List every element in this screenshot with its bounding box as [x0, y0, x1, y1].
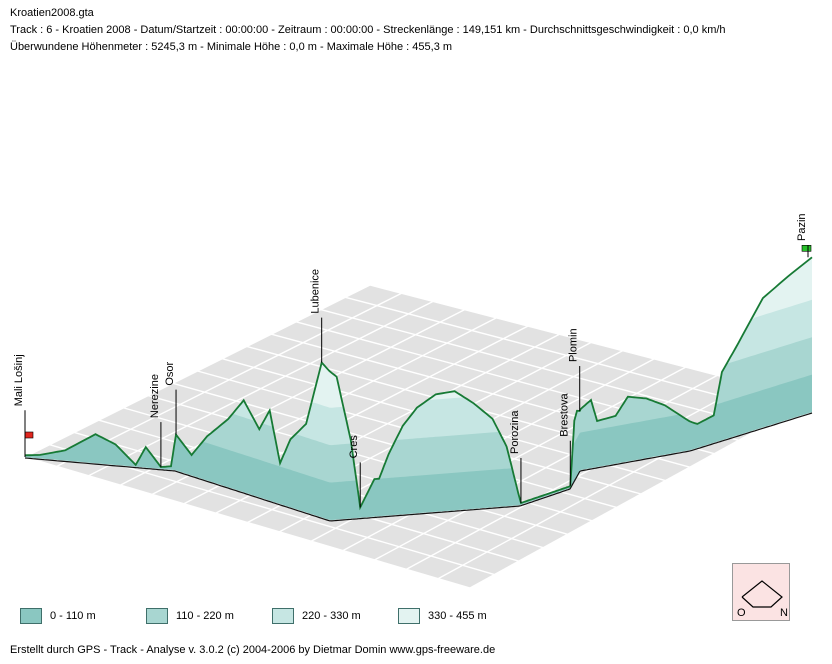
- legend-label: 330 - 455 m: [428, 610, 487, 622]
- place-label: Plomin: [568, 328, 580, 362]
- compass-label-o: O: [737, 607, 746, 619]
- legend-item: 330 - 455 m: [398, 606, 487, 626]
- place-label: Porozina: [509, 410, 521, 454]
- legend-item: 0 - 110 m: [20, 606, 96, 626]
- place-label: Brestova: [558, 392, 570, 436]
- place-label: Pazin: [796, 213, 808, 241]
- base-line: [24, 412, 813, 522]
- place-label: Cres: [348, 435, 360, 459]
- grid-line: [345, 296, 788, 415]
- footer-credit: Erstellt durch GPS - Track - Analyse v. …: [10, 644, 496, 656]
- place-label: Mali Lošinj: [13, 354, 25, 406]
- elevation-band: [25, 374, 812, 520]
- legend-swatch: [20, 608, 42, 624]
- start-flag: [24, 431, 34, 439]
- legend-swatch: [272, 608, 294, 624]
- grid-line: [320, 308, 764, 428]
- file-name: Kroatien2008.gta: [10, 7, 94, 19]
- compass-label-n: N: [780, 607, 788, 619]
- legend-label: 220 - 330 m: [302, 610, 361, 622]
- compass-arrow-icon: [741, 580, 783, 608]
- elevation-summary: Überwundene Höhenmeter : 5245,3 m - Mini…: [10, 41, 453, 53]
- legend-item: 110 - 220 m: [146, 606, 234, 626]
- legend-swatch: [398, 608, 420, 624]
- legend-label: 0 - 110 m: [50, 610, 96, 622]
- compass: O N: [732, 563, 790, 621]
- track-summary: Track : 6 - Kroatien 2008 - Datum/Startz…: [10, 24, 726, 36]
- legend-label: 110 - 220 m: [176, 610, 234, 622]
- legend-swatch: [146, 608, 168, 624]
- place-label: Lubenice: [310, 269, 322, 314]
- legend-item: 220 - 330 m: [272, 606, 361, 626]
- place-label: Osor: [164, 361, 176, 385]
- elevation-line: [24, 256, 813, 511]
- place-label: Nerezine: [149, 374, 161, 418]
- end-flag: [801, 245, 812, 252]
